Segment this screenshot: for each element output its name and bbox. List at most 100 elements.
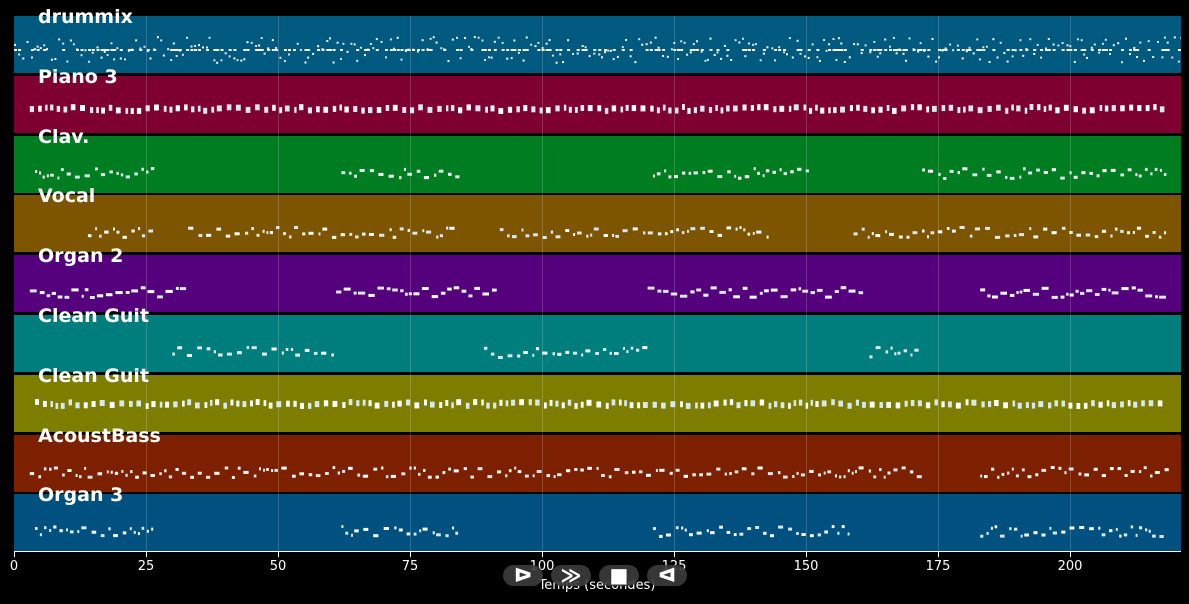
play-button[interactable]: ᐅ — [503, 565, 543, 586]
note — [604, 51, 607, 54]
note — [1064, 470, 1067, 474]
note — [388, 174, 394, 178]
note — [470, 475, 474, 479]
note — [695, 402, 698, 409]
note — [104, 230, 109, 234]
note — [1101, 533, 1106, 537]
note — [719, 526, 723, 530]
note — [336, 290, 342, 294]
note — [744, 399, 748, 406]
note — [902, 52, 905, 55]
note — [568, 106, 572, 113]
note — [450, 104, 455, 111]
note — [663, 290, 669, 294]
note — [197, 471, 202, 475]
note — [110, 49, 114, 51]
note — [506, 57, 509, 60]
note — [1143, 465, 1147, 469]
note — [841, 525, 845, 529]
note — [283, 49, 287, 51]
rewind-button[interactable]: ᐊ — [647, 565, 687, 586]
note — [372, 47, 375, 50]
note — [747, 233, 751, 237]
note — [184, 104, 188, 111]
note — [572, 53, 574, 55]
note — [178, 49, 182, 51]
note — [580, 468, 584, 472]
track-label: Organ 3 — [38, 484, 124, 507]
note — [121, 469, 124, 473]
fast-forward-button[interactable]: ≫ — [551, 565, 591, 586]
note — [313, 351, 318, 355]
note — [624, 399, 627, 406]
note — [513, 49, 517, 51]
note — [268, 402, 273, 409]
note — [501, 41, 504, 44]
note — [824, 530, 828, 534]
note — [304, 49, 308, 51]
note — [1014, 528, 1018, 532]
note — [129, 527, 132, 531]
note — [747, 527, 752, 531]
note — [514, 466, 517, 470]
note — [1137, 104, 1142, 111]
note — [439, 234, 443, 238]
note — [419, 529, 422, 533]
track-lane — [14, 315, 1181, 372]
note — [539, 107, 543, 114]
note — [815, 400, 819, 407]
note — [424, 399, 427, 406]
note — [321, 351, 327, 355]
note — [421, 49, 425, 51]
note — [533, 233, 538, 237]
note — [938, 49, 941, 51]
note — [708, 106, 713, 113]
note — [969, 234, 973, 238]
note — [242, 400, 247, 407]
note — [532, 353, 535, 357]
gridline — [1070, 16, 1071, 552]
note — [484, 49, 488, 51]
note — [949, 43, 952, 46]
note — [295, 353, 300, 357]
note — [71, 288, 79, 292]
note — [641, 43, 644, 46]
note — [385, 474, 389, 478]
note — [774, 400, 778, 407]
note — [646, 473, 651, 477]
note — [1104, 105, 1109, 112]
note — [175, 55, 178, 57]
note — [163, 105, 167, 112]
track-lane — [14, 135, 1181, 193]
note — [876, 55, 879, 58]
note — [497, 36, 500, 39]
note — [869, 49, 873, 51]
note — [1073, 60, 1076, 63]
note — [1069, 231, 1073, 235]
note — [1085, 233, 1091, 237]
note — [400, 289, 404, 293]
x-tick-label: 50 — [269, 559, 287, 574]
note — [811, 43, 814, 46]
note — [788, 402, 791, 409]
note — [46, 294, 51, 298]
note — [605, 402, 609, 409]
note — [752, 43, 755, 46]
note — [901, 105, 907, 112]
note — [693, 170, 698, 174]
note — [916, 474, 922, 478]
note — [1051, 231, 1057, 235]
note — [120, 172, 124, 176]
note — [733, 105, 738, 112]
note — [210, 399, 213, 406]
note — [1047, 38, 1050, 40]
note — [317, 49, 321, 51]
note — [632, 470, 636, 474]
note — [255, 104, 260, 111]
stop-button[interactable]: ■ — [599, 565, 639, 586]
note — [1155, 295, 1158, 299]
note — [905, 59, 907, 62]
note — [517, 49, 521, 51]
note — [580, 401, 584, 408]
note — [517, 51, 520, 54]
